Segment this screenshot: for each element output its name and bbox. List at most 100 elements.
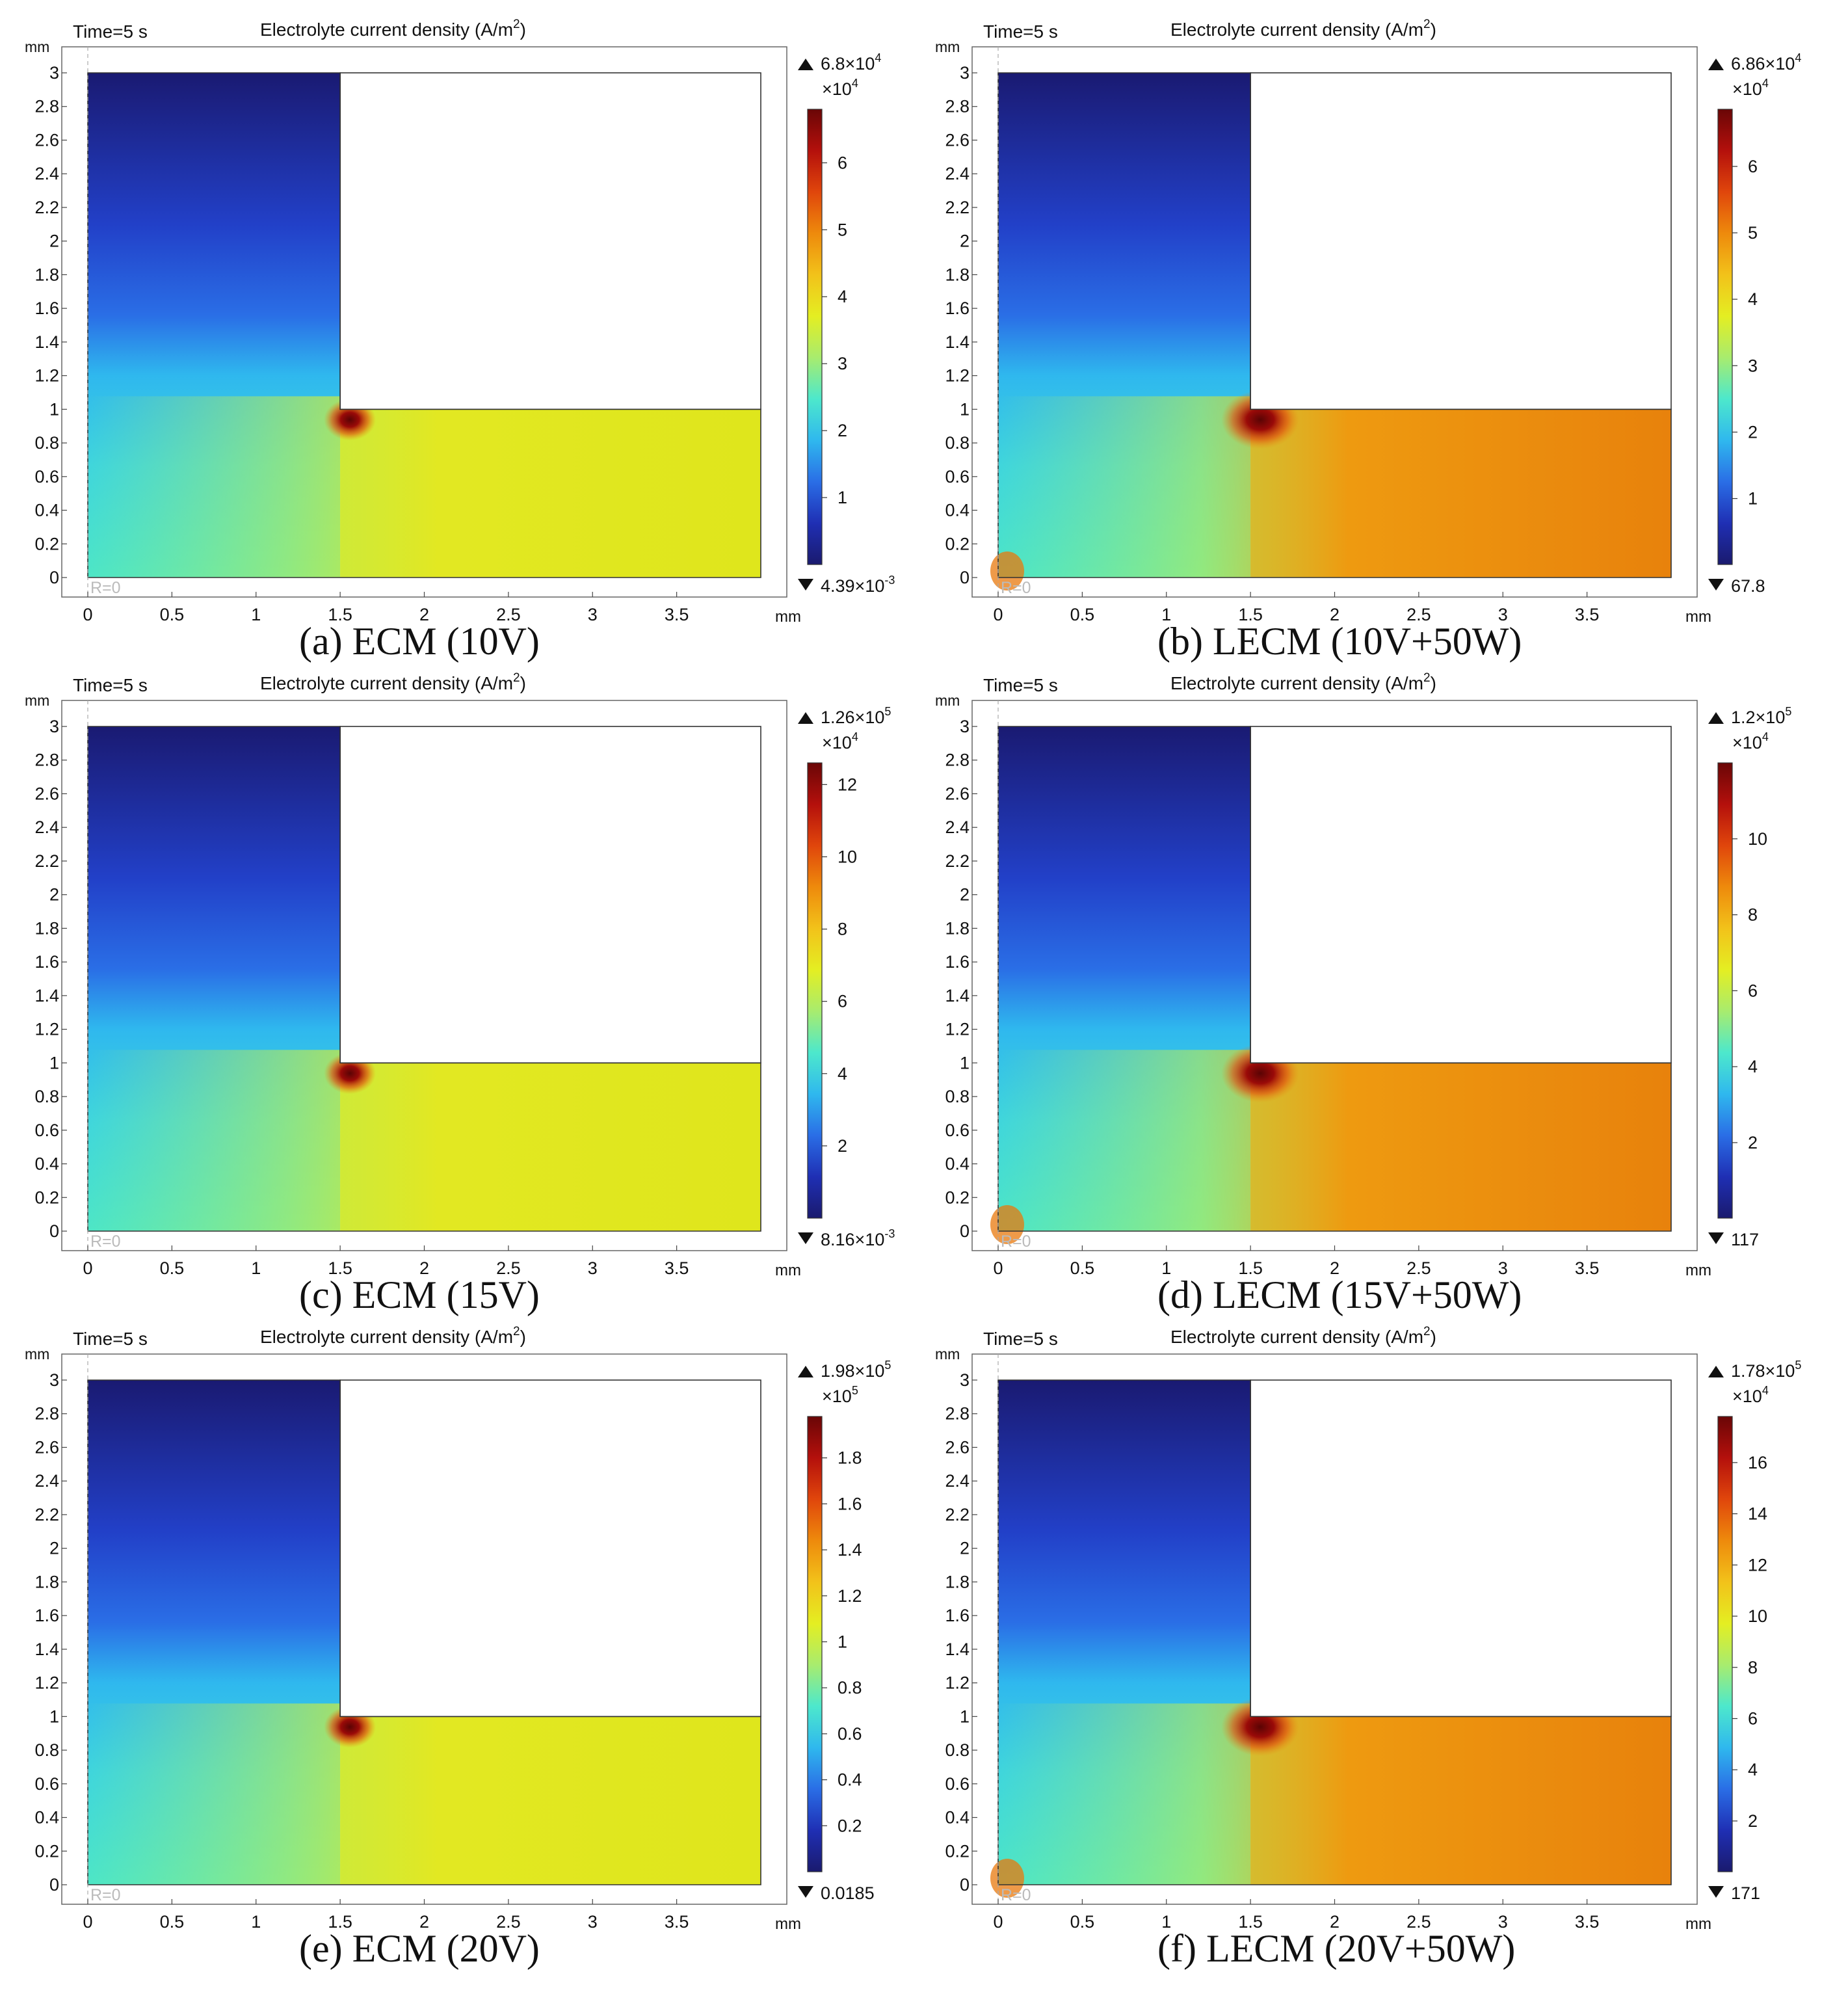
plot-title: Electrolyte current density (A/m2) [1170,1325,1436,1347]
y-tick-label: 0.6 [34,1121,59,1140]
colorbar-max-text: 6.86×10 [1731,54,1795,73]
y-tick-label: 2.6 [945,130,970,150]
y-tick-label: 1.2 [945,1673,970,1693]
y-unit-label: mm [935,38,960,55]
y-tick-label: 2.6 [34,1437,59,1457]
colorbar-min-text: 171 [1731,1883,1760,1903]
colorbar-max: 1.2×105 [1731,705,1791,727]
time-label: Time=5 s [73,1329,148,1349]
x-tick-label: 2 [1330,1258,1340,1278]
x-tick-label: 3.5 [1575,1258,1600,1278]
min-triangle-icon [798,579,813,591]
plot-title-text: Electrolyte current density (A/m [1170,20,1423,40]
x-tick-label: 1 [1161,1912,1171,1932]
colorbar-max-sup: 4 [875,51,881,64]
y-tick-label: 0.6 [34,1774,59,1794]
colorbar-min-text: 67.8 [1731,576,1765,596]
colorbar-tick-label: 10 [1748,829,1767,849]
x-tick-label: 2.5 [496,605,521,624]
field-blend [88,396,761,578]
x-tick-label: 1 [251,1912,261,1932]
colorbar-max-sup: 5 [884,1359,891,1372]
time-label: Time=5 s [73,675,148,695]
x-tick-label: 2.5 [1406,1258,1431,1278]
plot-title-text: Electrolyte current density (A/m [1170,1327,1423,1347]
colorbar-tick-label: 6 [1748,981,1758,1000]
panel-a: 0 0.2 0.4 0.6 0.8 1 1.2 1.4 1.6 1.8 2 2.2 2.4 2.6 2.8 3… [25,18,895,626]
y-tick-label: 0.2 [34,1841,59,1861]
x-unit-label: mm [1685,608,1711,626]
x-tick-label: 3.5 [1575,605,1600,624]
panel-caption: (c) ECM (15V) [299,1273,540,1316]
y-tick-label: 1.4 [945,332,970,352]
electrode-region [1250,726,1672,1064]
max-triangle-icon [798,59,813,70]
max-triangle-icon [1708,1366,1724,1377]
y-tick-label: 1.8 [945,918,970,938]
field-blend [88,1703,761,1885]
plot-title-sup: 2 [1423,671,1431,685]
colorbar-scale-sup: 5 [852,1384,858,1397]
y-unit-label: mm [25,692,49,709]
y-tick-label: 1 [960,399,970,419]
time-label: Time=5 s [73,21,148,42]
electrode-region [1250,72,1672,410]
y-tick-label: 1.4 [34,1640,59,1659]
x-tick-label: 0.5 [1070,1912,1095,1932]
y-tick-label: 0.8 [34,433,59,453]
colorbar-tick-label: 14 [1748,1504,1767,1524]
x-tick-label: 1 [1161,605,1171,624]
y-tick-label: 3 [960,1370,970,1390]
y-tick-label: 0.2 [945,534,970,553]
colorbar-scale: ×104 [1732,77,1769,99]
colorbar-tick-label: 6 [1748,157,1758,176]
y-tick-label: 1 [49,1053,59,1072]
y-tick-label: 0.8 [945,1740,970,1760]
panel-caption: (b) LECM (10V+50W) [1157,620,1522,663]
colorbar-tick-label: 8 [1748,1658,1758,1677]
time-label: Time=5 s [983,1329,1058,1349]
y-tick-label: 2.4 [34,818,59,837]
colorbar-tick-label: 2 [838,1136,847,1156]
plot-title: Electrolyte current density (A/m2) [1170,671,1436,693]
min-triangle-icon [798,1232,813,1244]
panel-caption: (e) ECM (20V) [299,1927,540,1970]
x-tick-label: 1.5 [1238,1912,1263,1932]
axis-note: R=0 [90,1886,121,1904]
x-tick-label: 3.5 [665,1258,689,1278]
max-triangle-icon [798,712,813,724]
colorbar-tick-label: 0.4 [838,1770,862,1790]
y-tick-label: 0 [49,1875,59,1894]
y-tick-label: 3 [960,63,970,83]
colorbar-min-text: 4.39×10 [821,576,884,596]
plot-title: Electrolyte current density (A/m2) [260,1325,526,1347]
colorbar-min: 67.8 [1731,576,1765,596]
axis-note: R=0 [1001,579,1031,597]
panel-b: 0 0.2 0.4 0.6 0.8 1 1.2 1.4 1.6 1.8 2 2.2 2.4 2.6 2.8 3… [935,18,1801,626]
y-tick-label: 0.6 [34,467,59,486]
y-tick-label: 0.4 [945,1154,970,1174]
colorbar-tick-label: 1 [838,1632,847,1651]
colorbar-tick-label: 10 [838,847,857,866]
x-tick-label: 2 [1330,605,1340,624]
colorbar-scale: ×104 [822,730,858,752]
y-unit-label: mm [935,692,960,709]
colorbar-tick-label: 1.8 [838,1448,862,1468]
x-tick-label: 3.5 [665,1912,689,1932]
colorbar-tick-label: 5 [838,220,847,239]
y-tick-label: 2.6 [34,130,59,150]
y-tick-label: 2.8 [945,97,970,116]
corner-spot [990,552,1024,591]
colorbar-min-text: 8.16×10 [821,1230,884,1249]
y-tick-label: 2.2 [945,851,970,871]
y-tick-label: 0.2 [34,534,59,553]
electrode-region [339,726,761,1064]
colorbar-tick-label: 1.2 [838,1586,862,1606]
field-blend [998,1050,1671,1231]
y-tick-label: 0.8 [34,1740,59,1760]
colorbar-tick-label: 3 [1748,356,1758,375]
colorbar [807,109,823,565]
x-tick-label: 3 [1498,605,1508,624]
y-tick-label: 1.2 [34,366,59,386]
colorbar-tick-label: 2 [838,421,847,440]
